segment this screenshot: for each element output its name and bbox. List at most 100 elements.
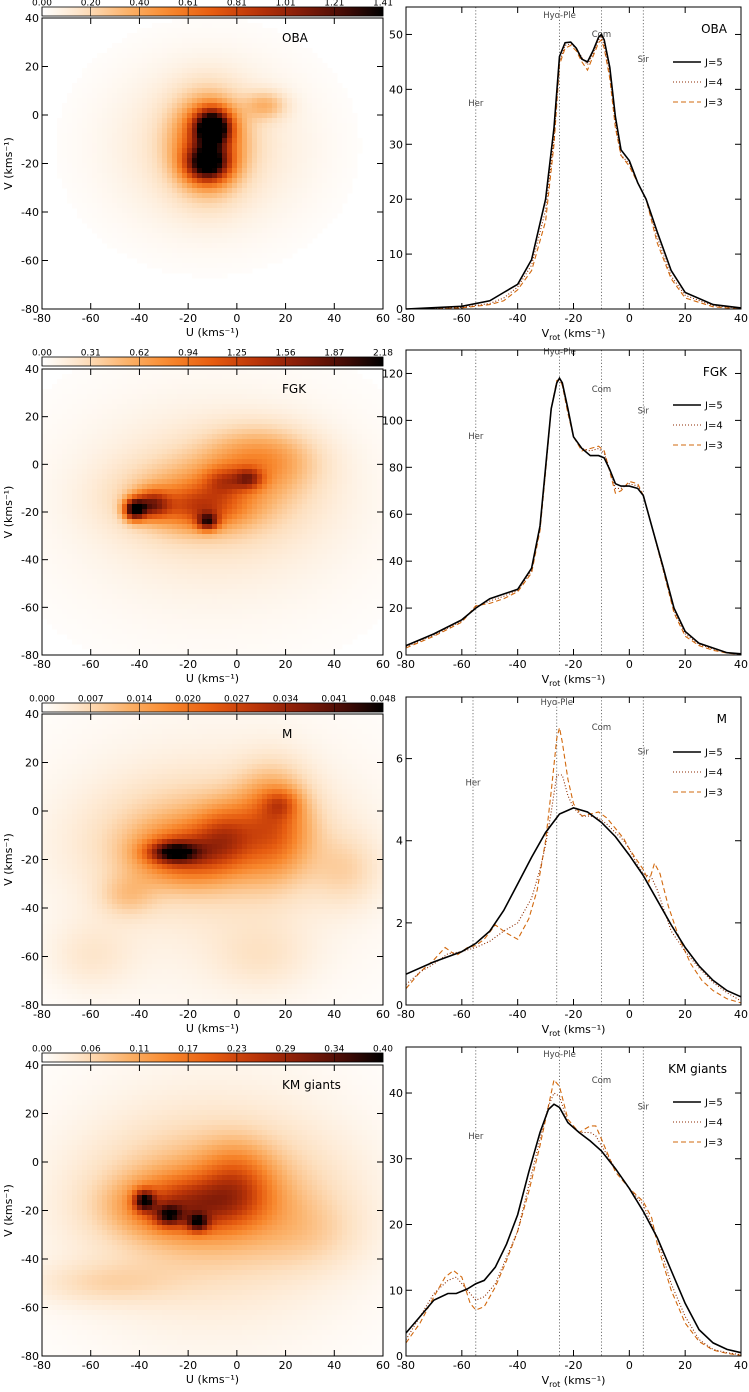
density-cell: [182, 519, 188, 525]
density-cell: [287, 148, 293, 154]
density-cell: [277, 389, 283, 395]
density-cell: [332, 524, 338, 530]
density-cell: [117, 178, 123, 184]
density-cell: [352, 524, 358, 530]
density-cell: [277, 113, 283, 119]
density-cell: [282, 394, 288, 400]
density-cell: [152, 469, 158, 475]
density-cell: [177, 83, 183, 89]
density-cell: [102, 133, 108, 139]
density-cell: [102, 108, 108, 114]
density-cell: [227, 509, 233, 515]
density-cell: [122, 369, 128, 375]
density-cell: [147, 429, 153, 435]
density-cell: [127, 33, 133, 39]
density-cell: [332, 499, 338, 505]
density-cell: [192, 479, 198, 485]
density-cell: [162, 173, 168, 179]
density-cell: [77, 158, 83, 164]
density-cell: [177, 268, 183, 274]
density-cell: [52, 394, 58, 400]
density-cell: [47, 414, 53, 420]
density-cell: [57, 449, 63, 455]
density-cell: [67, 494, 73, 500]
density-cell: [207, 519, 213, 525]
density-cell: [247, 258, 253, 264]
density-cell: [167, 168, 173, 174]
density-cell: [247, 33, 253, 39]
density-cell: [197, 148, 203, 154]
density-cell: [372, 454, 378, 460]
density-cell: [172, 38, 178, 44]
density-cell: [227, 449, 233, 455]
density-cell: [142, 414, 148, 420]
density-cell: [102, 444, 108, 450]
density-cell: [312, 449, 318, 455]
density-cell: [147, 73, 153, 79]
density-cell: [162, 494, 168, 500]
density-cell: [92, 218, 98, 224]
density-cell: [217, 173, 223, 179]
density-cell: [312, 58, 318, 64]
density-cell: [127, 379, 133, 385]
density-cell: [97, 223, 103, 229]
density-cell: [167, 103, 173, 109]
density-cell: [127, 454, 133, 460]
density-cell: [317, 193, 323, 199]
density-cell: [347, 419, 353, 425]
density-cell: [107, 524, 113, 530]
density-cell: [307, 389, 313, 395]
density-cell: [52, 404, 58, 410]
density-cell: [222, 148, 228, 154]
density-cell: [42, 439, 48, 445]
density-cell: [292, 78, 298, 84]
density-cell: [167, 389, 173, 395]
density-cell: [317, 434, 323, 440]
density-cell: [182, 469, 188, 475]
density-cell: [122, 414, 128, 420]
density-cell: [167, 228, 173, 234]
density-cell: [202, 48, 208, 54]
density-cell: [177, 33, 183, 39]
density-cell: [77, 128, 83, 134]
density-cell: [157, 158, 163, 164]
density-cell: [192, 464, 198, 470]
density-cell: [82, 163, 88, 169]
density-cell: [287, 509, 293, 515]
density-cell: [162, 153, 168, 159]
density-cell: [292, 133, 298, 139]
density-cell: [112, 93, 118, 99]
density-cell: [357, 439, 363, 445]
density-cell: [357, 444, 363, 450]
density-cell: [147, 148, 153, 154]
density-cell: [302, 213, 308, 219]
density-cell: [187, 258, 193, 264]
density-cell: [162, 514, 168, 520]
density-cell: [277, 253, 283, 259]
density-cell: [257, 509, 263, 515]
density-cell: [172, 78, 178, 84]
density-cell: [157, 248, 163, 254]
density-cell: [202, 133, 208, 139]
density-cell: [342, 379, 348, 385]
heatmap-xtick-label: -80: [33, 312, 51, 325]
density-cell: [247, 509, 253, 515]
density-cell: [302, 464, 308, 470]
density-cell: [302, 158, 308, 164]
density-cell: [272, 223, 278, 229]
density-cell: [262, 263, 268, 269]
density-cell: [212, 514, 218, 520]
density-cell: [132, 173, 138, 179]
density-cell: [102, 178, 108, 184]
density-cell: [257, 524, 263, 530]
density-cell: [282, 93, 288, 99]
density-cell: [187, 193, 193, 199]
density-cell: [127, 208, 133, 214]
density-cell: [172, 494, 178, 500]
density-cell: [112, 83, 118, 89]
density-cell: [342, 529, 348, 535]
density-cell: [232, 138, 238, 144]
density-cell: [252, 414, 258, 420]
density-cell: [97, 374, 103, 380]
density-cell: [67, 374, 73, 380]
